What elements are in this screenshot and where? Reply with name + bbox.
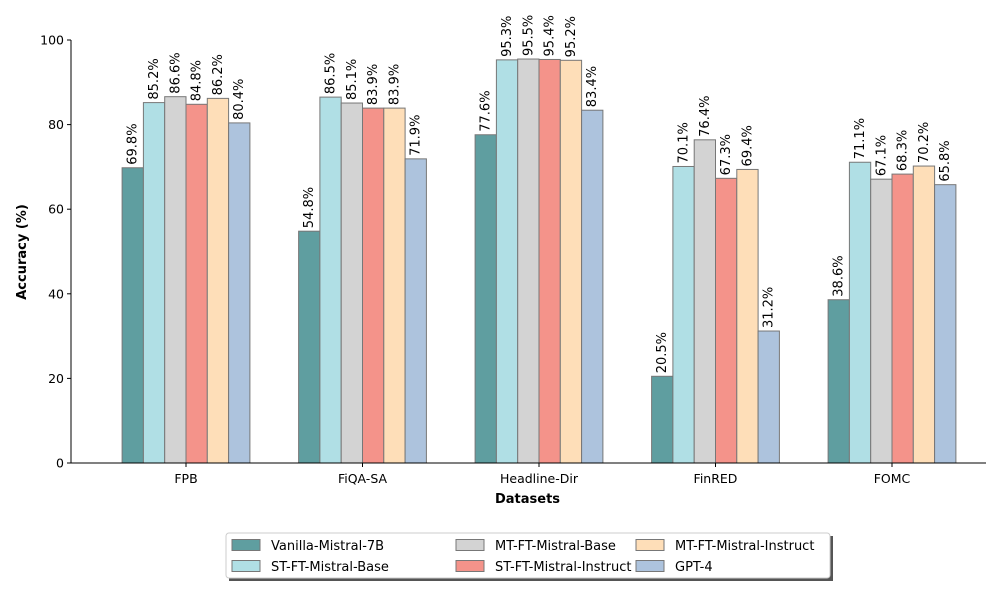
data-label: 95.2% — [564, 16, 579, 57]
data-label: 20.5% — [655, 332, 670, 373]
data-label: 80.4% — [232, 79, 247, 120]
legend-entry: Vanilla-Mistral-7B — [271, 539, 384, 554]
data-label: 70.1% — [677, 122, 692, 163]
y-tick-label: 0 — [56, 456, 64, 471]
data-label: 86.6% — [168, 52, 183, 93]
legend-box — [225, 532, 831, 579]
y-tick-label: 40 — [48, 286, 64, 301]
x-tick-label: FinRED — [694, 471, 738, 486]
data-label: 95.5% — [521, 15, 536, 56]
bar — [934, 184, 957, 464]
bar — [340, 102, 364, 464]
x-tick-label: FPB — [174, 471, 197, 486]
data-label: 86.2% — [211, 54, 226, 95]
data-label: 85.2% — [147, 58, 162, 99]
data-label: 67.1% — [874, 135, 889, 176]
bar — [206, 97, 230, 464]
bar — [848, 161, 872, 464]
bar — [891, 173, 914, 464]
data-label: 83.4% — [585, 66, 600, 107]
data-label: 95.4% — [543, 15, 558, 56]
bar — [651, 375, 674, 464]
x-axis-title: Datasets — [495, 492, 560, 507]
bar — [121, 167, 144, 464]
y-tick-label: 60 — [48, 202, 64, 217]
legend-swatch — [635, 539, 665, 551]
legend-items: Vanilla-Mistral-7B ST-FT-Mistral-Base MT-F… — [231, 539, 814, 575]
bar — [185, 103, 208, 464]
legend-swatch — [455, 560, 485, 572]
data-label: 69.8% — [126, 123, 141, 164]
bar — [495, 59, 519, 464]
data-label: 54.8% — [302, 187, 317, 228]
bar — [693, 139, 717, 464]
bar — [383, 107, 406, 464]
data-label: 70.2% — [917, 122, 932, 163]
legend-swatch — [455, 539, 485, 551]
legend-swatch — [231, 560, 261, 572]
legend-swatch — [231, 539, 261, 551]
bar — [538, 58, 561, 464]
bar — [142, 102, 166, 464]
legend-entry: GPT-4 — [675, 560, 713, 575]
bar — [672, 165, 695, 464]
legend-swatch — [635, 560, 665, 572]
y-tick-label: 20 — [48, 371, 64, 386]
data-label: 86.5% — [324, 53, 339, 94]
bar — [559, 59, 583, 464]
data-label: 69.4% — [740, 125, 755, 166]
data-label: 31.2% — [762, 287, 777, 328]
bar — [912, 165, 936, 464]
bar — [474, 134, 497, 464]
bar — [757, 330, 780, 464]
data-label: 65.8% — [938, 140, 953, 181]
data-label: 71.1% — [853, 118, 868, 159]
y-axis-title: Accuracy (%) — [15, 204, 30, 300]
data-label: 76.4% — [698, 96, 713, 137]
data-label: 95.3% — [500, 16, 515, 57]
bar — [827, 299, 850, 464]
bar — [319, 96, 342, 464]
bar — [870, 178, 893, 464]
bars-layer — [121, 58, 957, 464]
legend-entry: ST-FT-Mistral-Instruct — [495, 560, 631, 575]
x-ticks: FPB FiQA-SA Headline-Dir FinRED FOMC — [174, 463, 911, 486]
axes-layer — [70, 40, 986, 464]
legend-entry: MT-FT-Mistral-Instruct — [675, 539, 814, 554]
legend: Vanilla-Mistral-7B ST-FT-Mistral-Base MT-F… — [225, 532, 833, 581]
bar — [228, 122, 251, 464]
data-label: 38.6% — [832, 255, 847, 296]
data-labels-layer: 69.8% 85.2% 86.6% 84.8% 86.2% 80.4% 54.8% 86.5%… — [126, 15, 954, 374]
data-label: 85.1% — [345, 59, 360, 100]
data-label: 83.9% — [366, 64, 381, 105]
data-label: 68.3% — [896, 130, 911, 171]
x-tick-label: FiQA-SA — [338, 471, 388, 486]
y-tick-label: 80 — [48, 117, 64, 132]
data-label: 84.8% — [190, 60, 205, 101]
bar — [164, 96, 187, 464]
bar — [298, 230, 321, 464]
y-tick-label: 100 — [40, 33, 64, 48]
bar — [404, 158, 427, 464]
bar — [362, 107, 385, 464]
data-label: 83.9% — [387, 64, 402, 105]
x-tick-label: Headline-Dir — [500, 471, 579, 486]
bar — [581, 109, 604, 464]
bar — [517, 58, 540, 464]
data-label: 71.9% — [409, 115, 424, 156]
bar — [736, 168, 759, 464]
y-ticks: 0 20 40 60 80 100 — [40, 33, 71, 471]
bar — [715, 177, 738, 464]
data-label: 67.3% — [719, 134, 734, 175]
legend-entry: ST-FT-Mistral-Base — [271, 560, 389, 575]
legend-entry: MT-FT-Mistral-Base — [495, 539, 616, 554]
x-tick-label: FOMC — [874, 471, 911, 486]
data-label: 77.6% — [479, 90, 494, 131]
